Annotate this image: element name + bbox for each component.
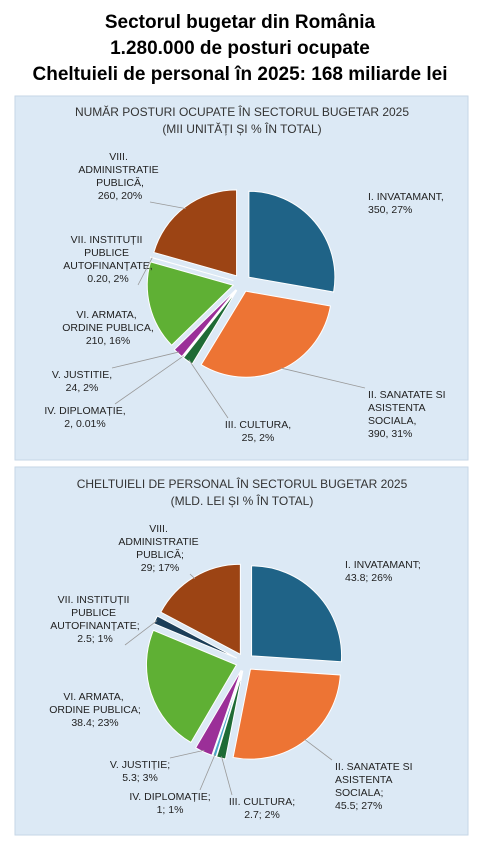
slice-label: IV. DIPLOMAȚIE,	[44, 405, 125, 417]
value-label: 210, 16%	[86, 335, 130, 347]
pie-slice	[195, 669, 242, 756]
value-label: 350, 27%	[368, 204, 412, 216]
slice-label: II. SANATATE SI ASISTENTA SOCIALA,	[368, 389, 449, 427]
pie-slice	[251, 565, 343, 663]
leader-line	[114, 355, 184, 405]
slice-label: VIII. ADMINISTRATIE PUBLICĂ;	[118, 523, 201, 561]
leader-line	[189, 573, 196, 580]
chart-title: CHELTUIELI DE PERSONAL ÎN SECTORUL BUGET…	[77, 476, 408, 491]
chart-title: NUMĂR POSTURI OCUPATE ÎN SECTORUL BUGETA…	[75, 104, 409, 119]
pie-slice	[248, 190, 336, 293]
pie-slice	[153, 189, 238, 277]
panel	[14, 95, 469, 461]
value-label: 5.3; 3%	[122, 772, 158, 784]
chart-subtitle: (MII UNITĂȚI ȘI % ÎN TOTAL)	[162, 121, 321, 136]
value-label: 0.20, 2%	[87, 273, 128, 285]
panel	[14, 466, 469, 836]
pie-slice	[216, 670, 244, 760]
pie-slice	[173, 289, 237, 358]
value-label: 45.5; 27%	[335, 800, 382, 812]
slice-label: I. INVATAMANT;	[345, 559, 421, 571]
value-label: 24, 2%	[66, 382, 99, 394]
leader-line	[199, 754, 216, 791]
value-label: 390, 31%	[368, 428, 412, 440]
slice-label: V. JUSTIȚIE;	[110, 759, 170, 771]
leader-line	[169, 749, 205, 759]
slice-label: VI. ARMATA, ORDINE PUBLICA;	[49, 691, 141, 716]
value-label: 2.5; 1%	[77, 633, 113, 645]
slice-label: II. SANATATE SI ASISTENTA SOCIALA;	[335, 761, 416, 799]
chart-subtitle: (MLD. LEI ȘI % ÎN TOTAL)	[171, 493, 314, 508]
pie-slice	[149, 256, 234, 282]
slice-label: VIII. ADMINISTRATIE PUBLICĂ,	[78, 151, 161, 189]
slice-label: III. CULTURA,	[225, 419, 291, 431]
leader-line	[124, 620, 158, 646]
value-label: 1; 1%	[157, 804, 184, 816]
leader-line	[149, 201, 186, 210]
value-label: 29; 17%	[141, 562, 180, 574]
header-title: Cheltuieli de personal în 2025: 168 mili…	[33, 64, 448, 85]
slice-label: VI. ARMATA, ORDINE PUBLICA,	[62, 309, 154, 334]
value-label: 43.8; 26%	[345, 572, 392, 584]
header-title: 1.280.000 de posturi ocupate	[110, 38, 370, 59]
pie-slice	[182, 290, 238, 365]
header-title: Sectorul bugetar din România	[105, 12, 376, 33]
pie-slice	[146, 261, 235, 346]
leader-line	[188, 359, 229, 419]
slice-label: VII. INSTITUȚII PUBLICE AUTOFINANȚATE;	[50, 594, 139, 632]
slice-label: VII. INSTITUȚII PUBLICE AUTOFINANȚATE,	[63, 234, 152, 272]
pie-slice	[153, 615, 238, 659]
leader-line	[221, 756, 233, 796]
pie-slice	[200, 290, 332, 378]
leader-line	[280, 367, 366, 389]
leader-line	[111, 351, 180, 369]
value-label: 38.4; 23%	[71, 717, 118, 729]
slice-label: I. INVATAMANT,	[368, 191, 444, 203]
leader-line	[137, 257, 153, 286]
value-label: 2, 0.01%	[64, 418, 105, 430]
pie-slice	[160, 563, 241, 656]
pie-slice	[146, 629, 238, 744]
pie-slice	[232, 668, 341, 760]
value-label: 2.7; 2%	[244, 809, 280, 821]
slice-label: V. JUSTITIE,	[52, 369, 112, 381]
slice-label: III. CULTURA;	[229, 796, 295, 808]
value-label: 260, 20%	[98, 190, 142, 202]
leader-line	[304, 738, 333, 761]
value-label: 25, 2%	[242, 432, 275, 444]
slice-label: IV. DIPLOMAȚIE;	[129, 791, 210, 803]
